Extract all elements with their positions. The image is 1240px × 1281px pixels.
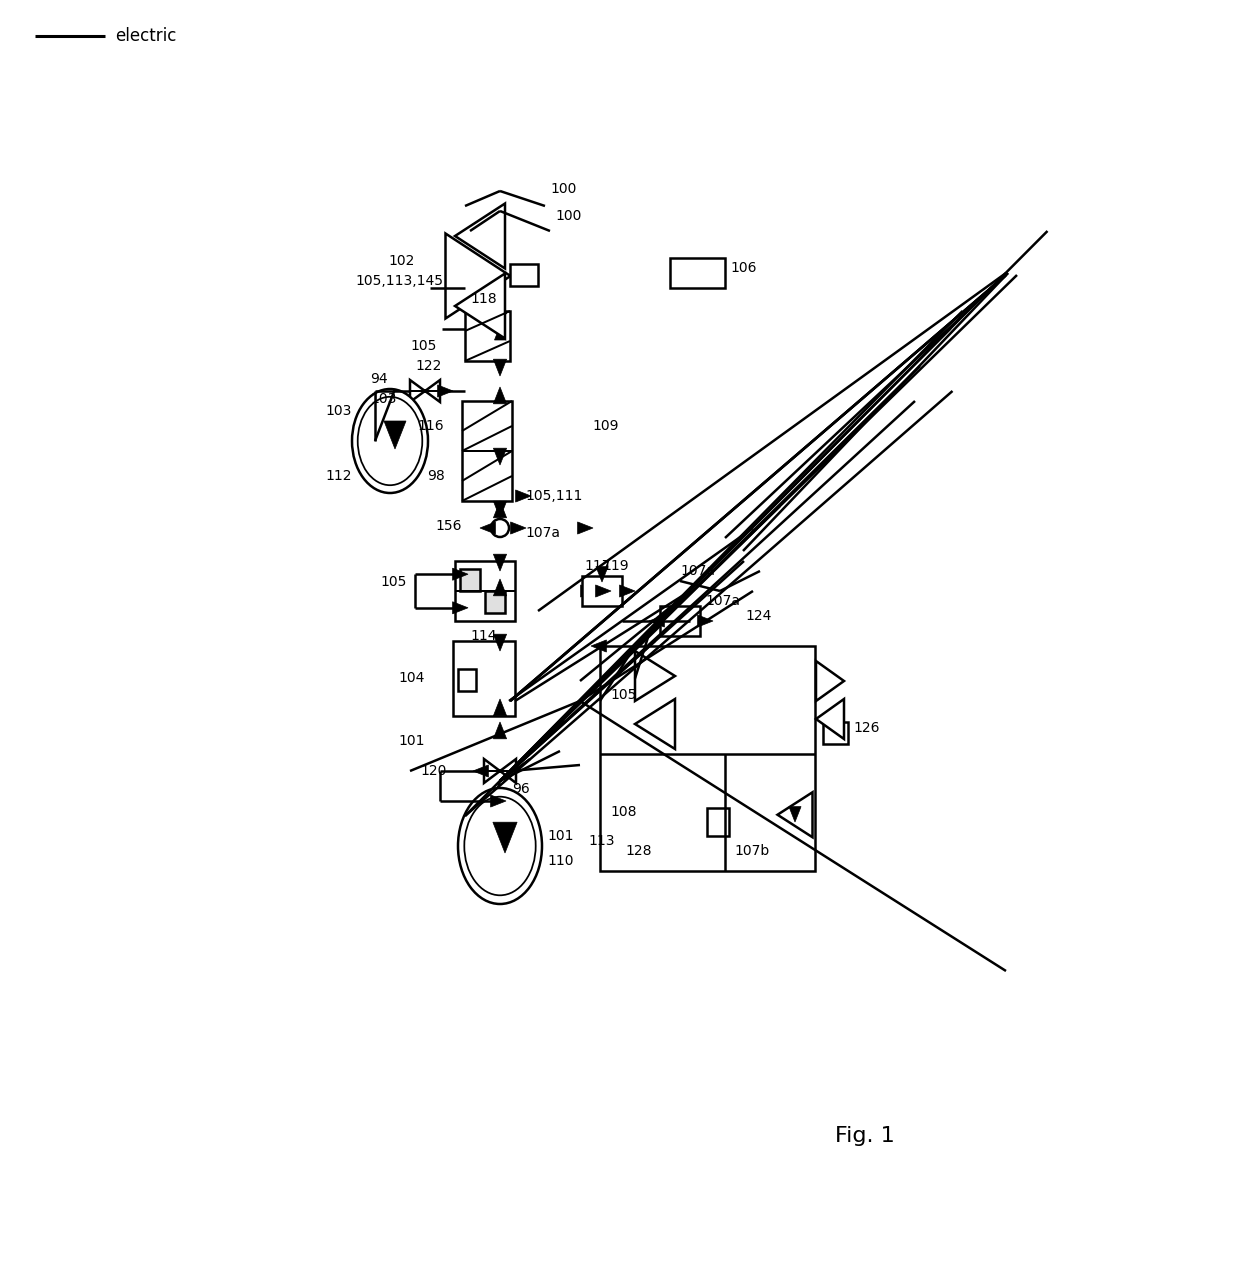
Polygon shape — [494, 448, 507, 465]
Text: 101: 101 — [398, 734, 424, 748]
Text: 118: 118 — [470, 292, 497, 306]
Text: 117: 117 — [584, 559, 610, 573]
Ellipse shape — [352, 389, 428, 493]
Text: 110: 110 — [547, 854, 573, 869]
Text: 96: 96 — [512, 781, 529, 796]
Polygon shape — [816, 699, 844, 739]
Polygon shape — [494, 297, 507, 314]
Text: 113: 113 — [588, 834, 615, 848]
Polygon shape — [480, 521, 496, 534]
Text: 120: 120 — [420, 763, 446, 778]
Text: 119: 119 — [601, 559, 629, 573]
Polygon shape — [453, 569, 467, 580]
Text: 116: 116 — [417, 419, 444, 433]
Text: 103: 103 — [325, 404, 351, 418]
Text: 100: 100 — [551, 182, 577, 196]
Bar — [510, 264, 538, 286]
Text: 94: 94 — [370, 371, 388, 386]
Text: 107b: 107b — [734, 844, 770, 858]
Polygon shape — [492, 822, 517, 853]
Polygon shape — [816, 661, 844, 701]
Ellipse shape — [464, 797, 536, 895]
Polygon shape — [455, 274, 505, 338]
Text: 109: 109 — [591, 419, 619, 433]
Text: 105: 105 — [410, 339, 436, 354]
Polygon shape — [494, 634, 507, 651]
Polygon shape — [472, 765, 489, 778]
Polygon shape — [455, 204, 505, 269]
Text: 156: 156 — [435, 519, 461, 533]
Polygon shape — [494, 501, 507, 518]
Text: 112: 112 — [325, 469, 351, 483]
Bar — [458, 669, 476, 690]
Text: 114: 114 — [470, 629, 496, 643]
Bar — [600, 646, 815, 871]
Polygon shape — [494, 555, 507, 571]
Polygon shape — [494, 579, 507, 596]
Text: 106: 106 — [730, 261, 756, 275]
Text: 102: 102 — [388, 254, 414, 268]
Text: 100: 100 — [556, 209, 582, 223]
Text: 107a: 107a — [680, 564, 715, 578]
Bar — [582, 576, 622, 606]
Text: 107a: 107a — [525, 526, 560, 541]
Polygon shape — [491, 796, 506, 807]
Text: 101: 101 — [547, 829, 573, 843]
Polygon shape — [384, 421, 405, 450]
Bar — [660, 606, 701, 635]
Polygon shape — [580, 585, 596, 597]
Polygon shape — [511, 521, 526, 534]
Bar — [485, 591, 505, 614]
Polygon shape — [635, 699, 675, 749]
Polygon shape — [789, 807, 801, 822]
Polygon shape — [649, 615, 665, 628]
Polygon shape — [596, 566, 608, 582]
Polygon shape — [495, 325, 506, 339]
Bar — [463, 401, 512, 501]
Text: 122: 122 — [415, 359, 441, 373]
Polygon shape — [445, 233, 511, 319]
Polygon shape — [484, 760, 516, 783]
Polygon shape — [438, 386, 453, 397]
Polygon shape — [578, 521, 593, 534]
Polygon shape — [494, 501, 507, 518]
Polygon shape — [453, 602, 467, 614]
Polygon shape — [620, 585, 635, 597]
Bar — [453, 640, 515, 716]
Ellipse shape — [357, 397, 423, 485]
Text: 98: 98 — [427, 469, 445, 483]
Polygon shape — [494, 359, 507, 377]
Text: 105,111: 105,111 — [525, 489, 583, 503]
Text: electric: electric — [115, 27, 176, 45]
Polygon shape — [635, 651, 675, 701]
Polygon shape — [591, 640, 606, 652]
Bar — [707, 808, 729, 836]
Bar — [460, 569, 480, 591]
Text: 103: 103 — [370, 392, 397, 406]
Bar — [455, 561, 515, 621]
Polygon shape — [595, 585, 611, 597]
Polygon shape — [494, 699, 507, 716]
Bar — [465, 311, 510, 361]
Text: 105: 105 — [610, 688, 636, 702]
Text: 124: 124 — [745, 608, 771, 623]
Text: 108: 108 — [610, 806, 636, 820]
Polygon shape — [494, 722, 507, 739]
Text: 104: 104 — [398, 671, 424, 685]
Text: Fig. 1: Fig. 1 — [835, 1126, 895, 1146]
Text: 126: 126 — [853, 721, 879, 735]
Polygon shape — [777, 792, 812, 838]
Text: 128: 128 — [625, 844, 651, 858]
Text: 105,113,145: 105,113,145 — [355, 274, 443, 288]
Circle shape — [491, 519, 508, 537]
Polygon shape — [698, 615, 713, 628]
Text: 107a: 107a — [706, 594, 740, 608]
Ellipse shape — [458, 788, 542, 904]
Bar — [670, 257, 725, 288]
Text: 105: 105 — [379, 575, 407, 589]
Polygon shape — [516, 489, 531, 502]
Polygon shape — [410, 380, 440, 402]
Bar — [823, 722, 848, 744]
Polygon shape — [494, 387, 507, 404]
